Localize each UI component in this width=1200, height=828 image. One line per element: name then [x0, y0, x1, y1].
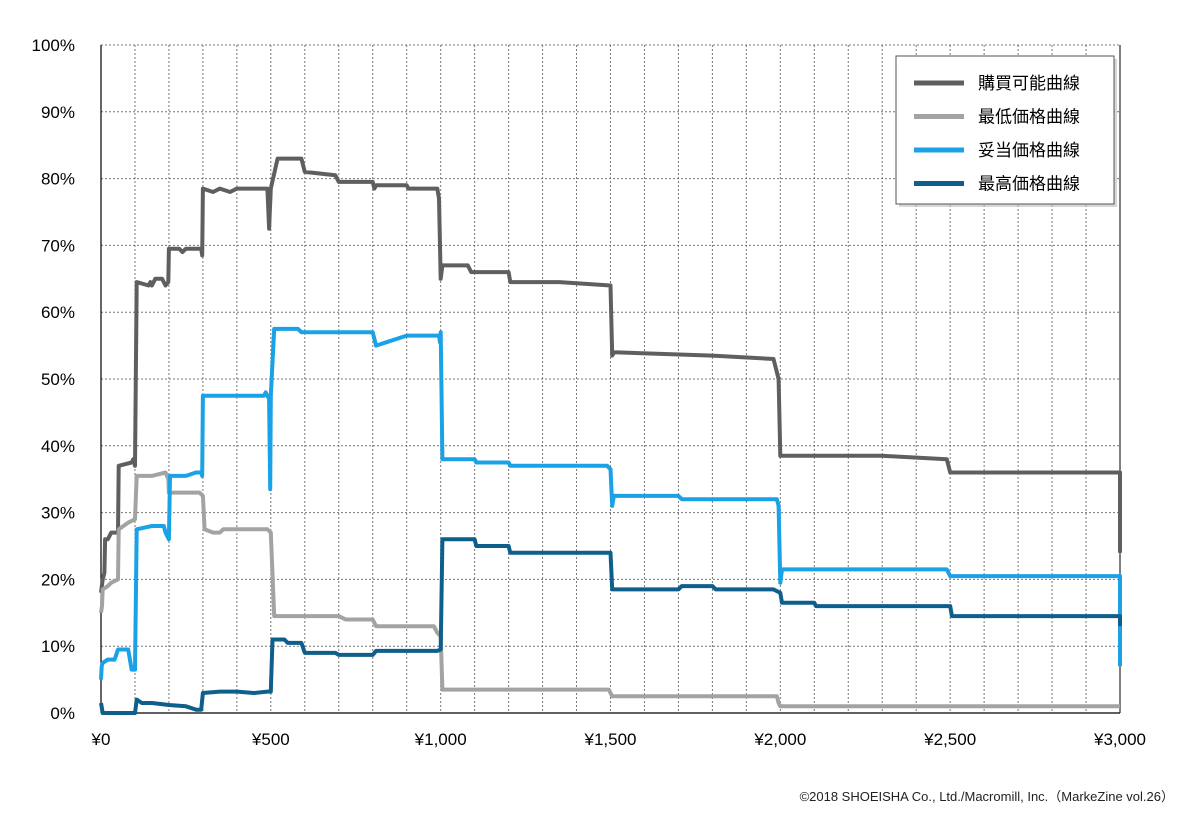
legend-label: 最高価格曲線 — [978, 175, 1080, 195]
y-tick-label: 50% — [41, 370, 75, 389]
y-tick-label: 40% — [41, 437, 75, 456]
series-lines — [99, 156, 1122, 715]
x-tick-label: ¥2,500 — [923, 730, 976, 749]
x-tick-labels: ¥0 ¥500 ¥1,000 ¥1,500 ¥2,000 ¥2,500 ¥3,000 — [91, 730, 1146, 749]
x-tick-label: ¥0 — [91, 730, 111, 749]
series-line — [99, 470, 1120, 709]
y-tick-label: 80% — [41, 170, 75, 189]
y-tick-label: 100% — [32, 36, 75, 55]
grid-lines — [101, 44, 1120, 713]
y-tick-label: 70% — [41, 236, 75, 255]
copyright-credit: ©2018 SHOEISHA Co., Ltd./Macromill, Inc.… — [799, 789, 1174, 804]
y-tick-label: 90% — [41, 103, 75, 122]
x-tick-label: ¥1,500 — [584, 730, 637, 749]
legend-label: 購買可能曲線 — [978, 74, 1080, 94]
series-line — [99, 537, 1122, 715]
y-tick-label: 30% — [41, 504, 75, 523]
series-line — [99, 156, 1122, 594]
y-tick-label: 20% — [41, 570, 75, 589]
y-tick-label: 60% — [41, 303, 75, 322]
y-tick-labels: 0% 10% 20% 30% 40% 50% 60% 70% 80% 90% 100% — [32, 36, 75, 723]
y-tick-label: 0% — [50, 704, 75, 723]
x-tick-label: ¥3,000 — [1093, 730, 1146, 749]
x-tick-label: ¥500 — [251, 730, 290, 749]
series-line — [99, 326, 1122, 680]
y-tick-label: 10% — [41, 637, 75, 656]
x-tick-label: ¥2,000 — [753, 730, 806, 749]
legend-label: 妥当価格曲線 — [978, 141, 1080, 161]
legend-label: 最低価格曲線 — [978, 108, 1080, 128]
x-tick-label: ¥1,000 — [414, 730, 467, 749]
